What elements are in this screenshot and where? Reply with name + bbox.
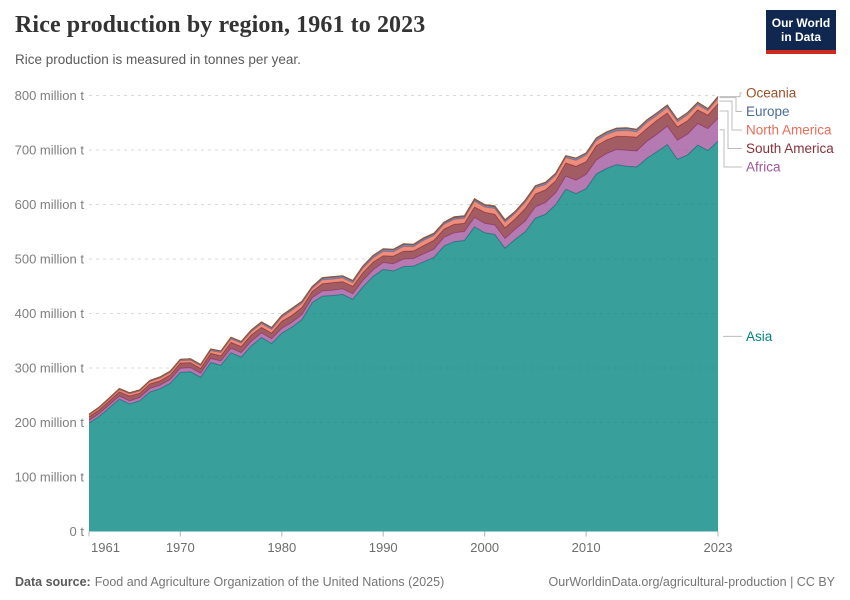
entity-label-europe[interactable]: Europe	[746, 104, 790, 119]
datasource-line: Data source: Food and Agriculture Organiz…	[15, 575, 444, 589]
entity-connector-south-america	[719, 110, 742, 149]
x-tick-label-1961: 1961	[91, 540, 120, 555]
y-tick-label-100: 100 million t	[15, 470, 85, 485]
x-tick-label-2000: 2000	[470, 540, 499, 555]
y-tick-label-300: 300 million t	[15, 361, 85, 376]
entity-connector-africa	[719, 129, 742, 168]
datasource-text: Food and Agriculture Organization of the…	[94, 575, 445, 589]
y-tick-label-500: 500 million t	[15, 252, 85, 267]
datasource-label: Data source:	[15, 575, 91, 589]
x-tick-label-2023: 2023	[704, 540, 733, 555]
entity-connector-oceania	[719, 92, 742, 98]
chart-subtitle: Rice production is measured in tonnes pe…	[15, 52, 301, 67]
entity-label-oceania[interactable]: Oceania	[746, 86, 797, 101]
x-tick-label-1970: 1970	[166, 540, 195, 555]
y-tick-label-400: 400 million t	[15, 306, 85, 321]
y-tick-label-200: 200 million t	[15, 415, 85, 430]
y-tick-label-0: 0 t	[70, 524, 85, 539]
entity-connector-north-america	[719, 100, 742, 131]
y-tick-label-800: 800 million t	[15, 88, 85, 103]
x-tick-label-2010: 2010	[572, 540, 601, 555]
footer-url-link[interactable]: OurWorldinData.org/agricultural-producti…	[548, 575, 787, 589]
y-tick-label-700: 700 million t	[15, 143, 85, 158]
chart-footer: Data source: Food and Agriculture Organiz…	[15, 575, 835, 589]
entity-label-africa[interactable]: Africa	[746, 160, 781, 175]
area-africa[interactable]	[89, 118, 718, 423]
entity-label-asia[interactable]: Asia	[746, 329, 773, 344]
entity-connector-europe	[719, 97, 742, 112]
logo-line2: in Data	[780, 30, 821, 45]
footer-separator: |	[786, 575, 797, 589]
logo-line1: Our World	[771, 16, 831, 30]
page-title: Rice production by region, 1961 to 2023	[15, 12, 426, 38]
owid-logo[interactable]: Our World in Data	[766, 10, 836, 54]
area-asia[interactable]	[89, 141, 718, 532]
footer-links: OurWorldinData.org/agricultural-producti…	[549, 575, 835, 589]
footer-license-link[interactable]: CC BY	[796, 575, 835, 589]
area-top-line-oceania	[88, 96, 719, 415]
x-tick-label-1980: 1980	[267, 540, 296, 555]
entity-label-north-america[interactable]: North America	[746, 123, 832, 138]
y-tick-label-600: 600 million t	[15, 197, 85, 212]
x-tick-label-1990: 1990	[369, 540, 398, 555]
entity-label-south-america[interactable]: South America	[746, 141, 834, 156]
